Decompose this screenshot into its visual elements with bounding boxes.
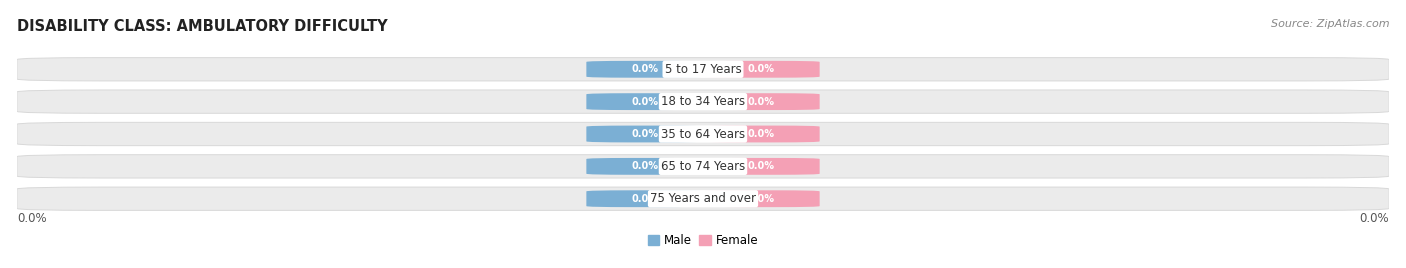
FancyBboxPatch shape <box>17 58 1389 81</box>
FancyBboxPatch shape <box>703 93 820 110</box>
FancyBboxPatch shape <box>17 155 1389 178</box>
FancyBboxPatch shape <box>586 61 703 78</box>
Text: 0.0%: 0.0% <box>1360 212 1389 225</box>
FancyBboxPatch shape <box>703 61 820 78</box>
FancyBboxPatch shape <box>17 122 1389 146</box>
Text: 0.0%: 0.0% <box>748 161 775 171</box>
Text: 35 to 64 Years: 35 to 64 Years <box>661 128 745 140</box>
Text: 18 to 34 Years: 18 to 34 Years <box>661 95 745 108</box>
FancyBboxPatch shape <box>586 93 703 110</box>
Text: DISABILITY CLASS: AMBULATORY DIFFICULTY: DISABILITY CLASS: AMBULATORY DIFFICULTY <box>17 19 388 34</box>
Text: 0.0%: 0.0% <box>631 64 658 74</box>
Text: 0.0%: 0.0% <box>748 129 775 139</box>
FancyBboxPatch shape <box>586 190 703 207</box>
FancyBboxPatch shape <box>703 190 820 207</box>
Text: 0.0%: 0.0% <box>748 194 775 204</box>
Text: 0.0%: 0.0% <box>748 64 775 74</box>
Legend: Male, Female: Male, Female <box>643 229 763 252</box>
Text: 0.0%: 0.0% <box>631 97 658 107</box>
Text: 0.0%: 0.0% <box>17 212 46 225</box>
FancyBboxPatch shape <box>586 158 703 175</box>
FancyBboxPatch shape <box>703 158 820 175</box>
FancyBboxPatch shape <box>17 90 1389 113</box>
Text: 0.0%: 0.0% <box>748 97 775 107</box>
FancyBboxPatch shape <box>586 126 703 142</box>
Text: 0.0%: 0.0% <box>631 161 658 171</box>
Text: 0.0%: 0.0% <box>631 194 658 204</box>
FancyBboxPatch shape <box>17 187 1389 210</box>
Text: 0.0%: 0.0% <box>631 129 658 139</box>
Text: 75 Years and over: 75 Years and over <box>650 192 756 205</box>
FancyBboxPatch shape <box>703 126 820 142</box>
Text: Source: ZipAtlas.com: Source: ZipAtlas.com <box>1271 19 1389 29</box>
Text: 5 to 17 Years: 5 to 17 Years <box>665 63 741 76</box>
Text: 65 to 74 Years: 65 to 74 Years <box>661 160 745 173</box>
